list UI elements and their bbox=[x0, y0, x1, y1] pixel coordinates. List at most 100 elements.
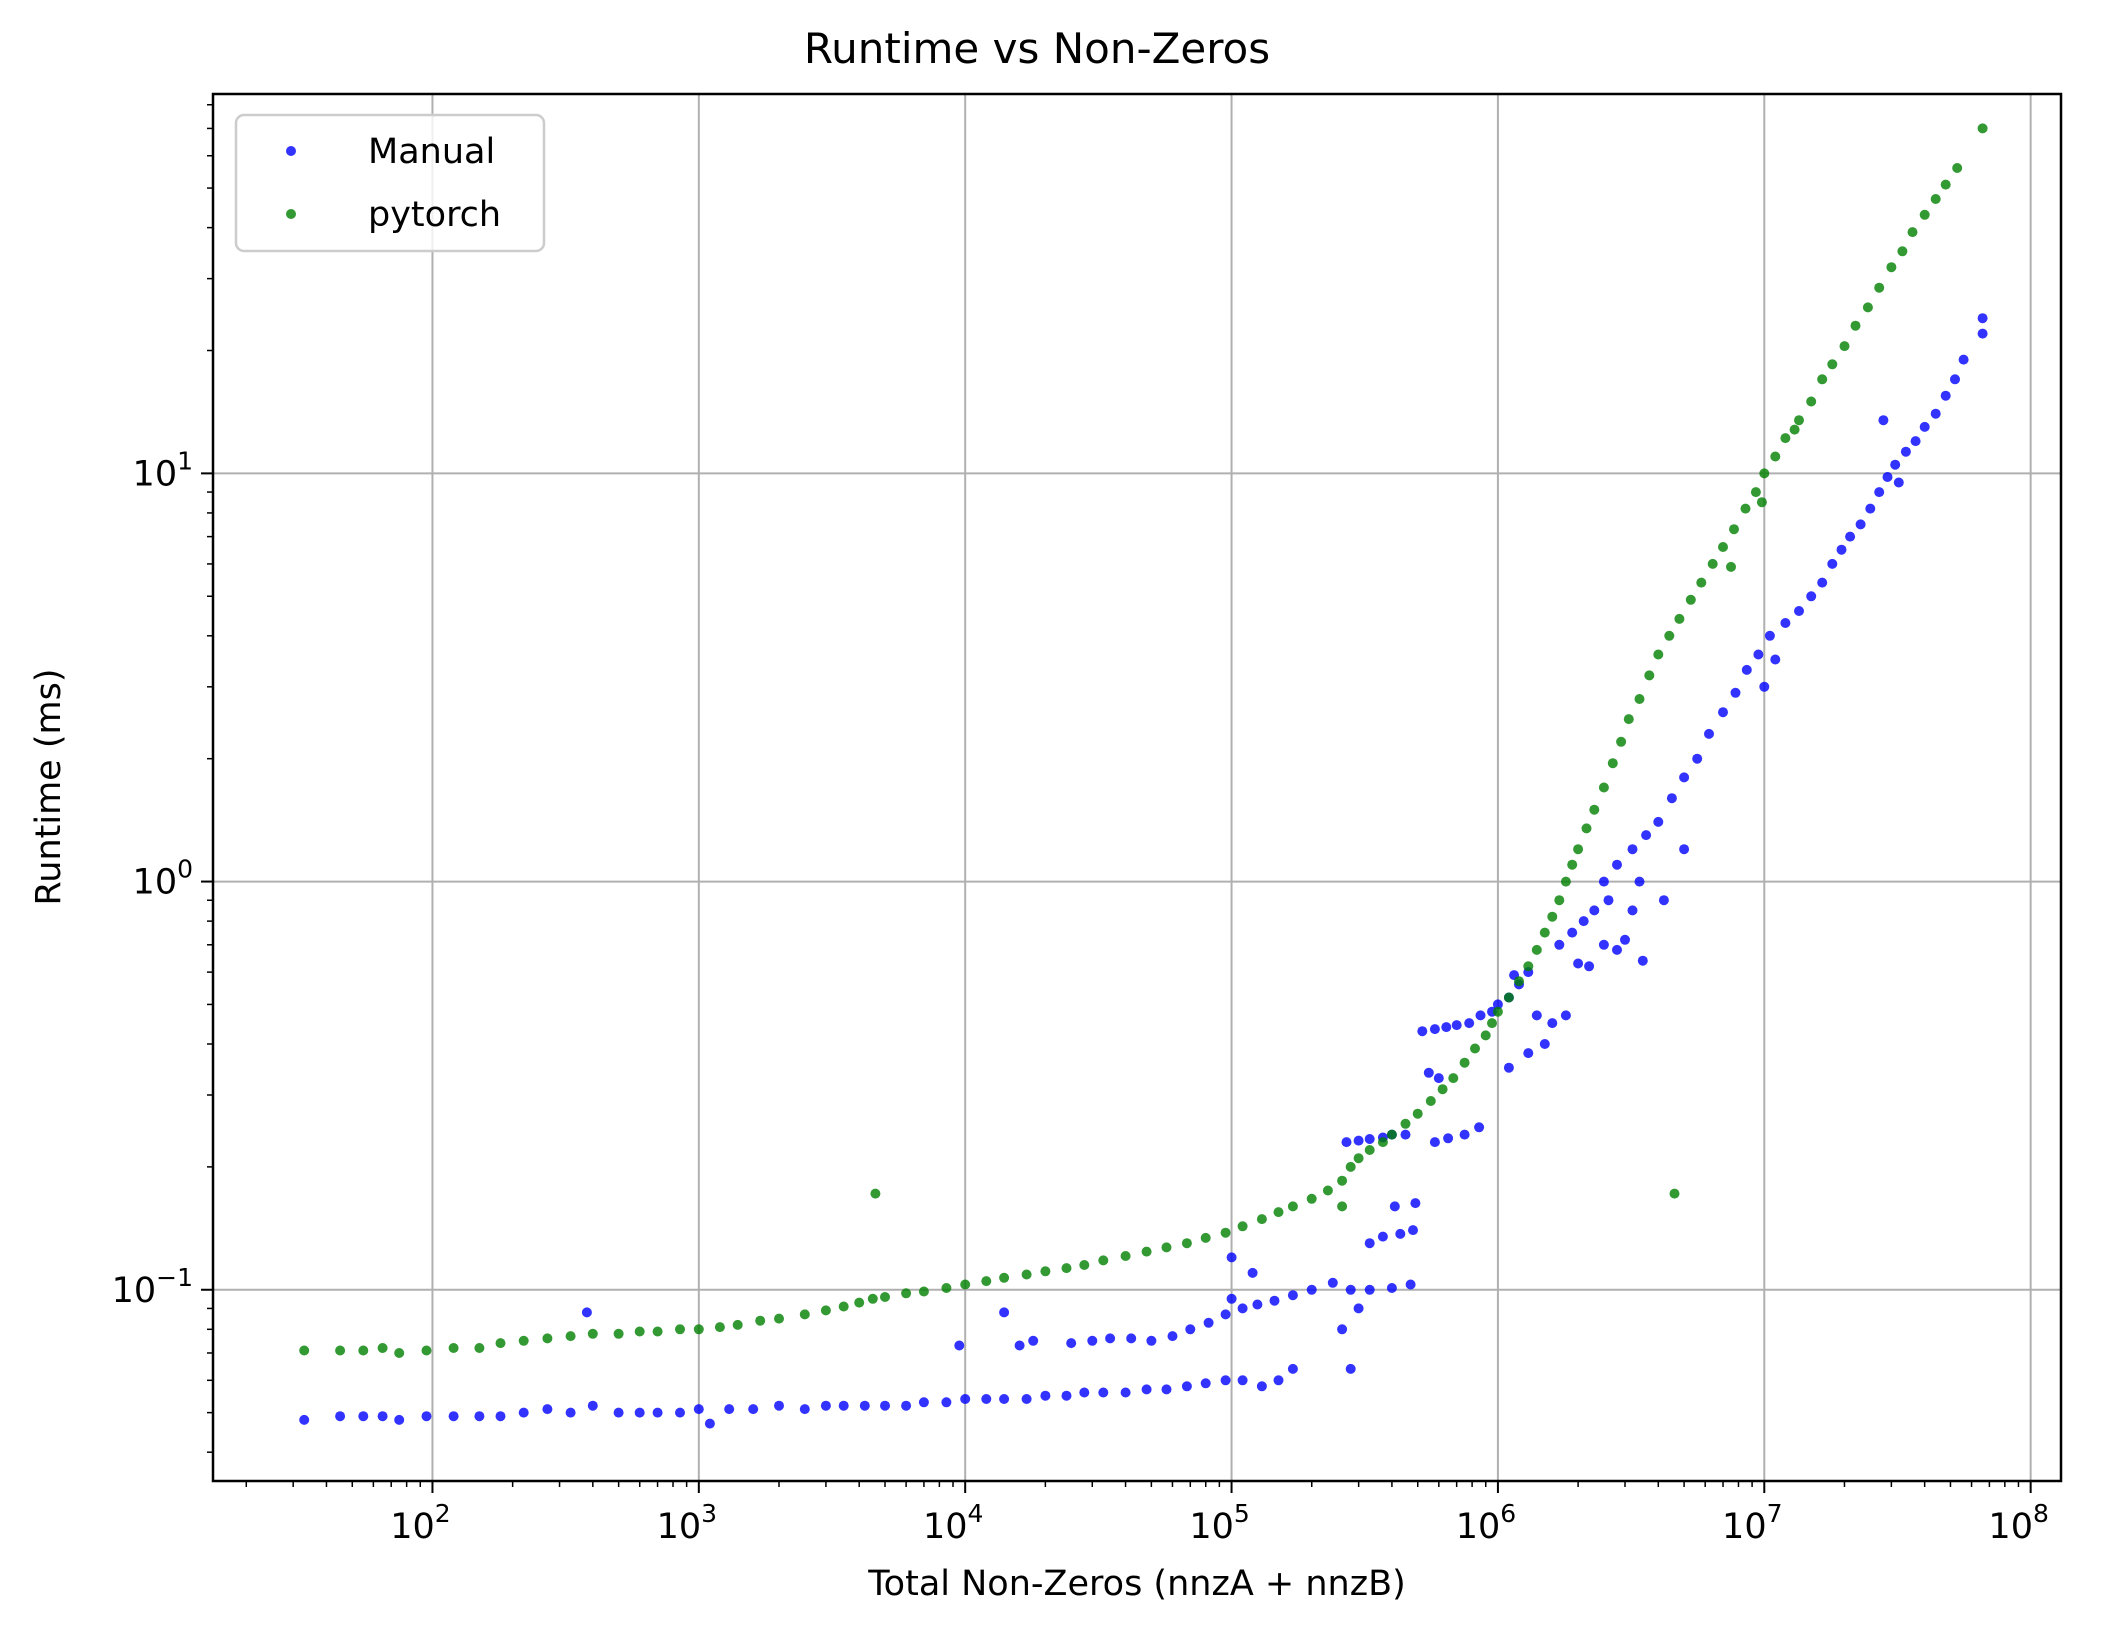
data-point-manual bbox=[1827, 558, 1838, 569]
data-point-manual bbox=[1679, 844, 1690, 855]
data-point-manual bbox=[1400, 1129, 1411, 1140]
data-point-manual bbox=[1120, 1387, 1131, 1398]
data-point-manual bbox=[1220, 1375, 1231, 1386]
data-point-manual bbox=[1679, 772, 1690, 783]
data-point-manual bbox=[1874, 487, 1885, 498]
data-point-pytorch bbox=[1337, 1201, 1348, 1212]
data-point-manual bbox=[1584, 961, 1595, 972]
data-point-manual bbox=[1405, 1279, 1416, 1290]
data-point-pytorch bbox=[799, 1309, 810, 1320]
x-tick-label: 104 bbox=[923, 1499, 983, 1547]
data-point-pytorch bbox=[358, 1345, 369, 1356]
data-point-pytorch bbox=[1237, 1221, 1248, 1232]
data-point-manual bbox=[954, 1340, 965, 1351]
data-point-manual bbox=[704, 1418, 715, 1429]
data-point-manual bbox=[1306, 1284, 1317, 1295]
data-point-manual bbox=[1817, 577, 1828, 588]
data-point-manual bbox=[1181, 1381, 1192, 1392]
data-point-pytorch bbox=[1839, 341, 1850, 352]
data-point-pytorch bbox=[675, 1324, 685, 1335]
data-point-pytorch bbox=[1886, 262, 1897, 273]
data-point-manual bbox=[1539, 1039, 1550, 1049]
data-point-pytorch bbox=[542, 1333, 553, 1344]
data-point-pytorch bbox=[1919, 209, 1930, 220]
axis-ticks bbox=[201, 103, 2032, 1493]
data-point-manual bbox=[1503, 1062, 1514, 1073]
data-point-pytorch bbox=[1480, 1030, 1491, 1041]
data-point-manual bbox=[1040, 1390, 1051, 1401]
data-point-manual bbox=[1627, 905, 1638, 916]
data-point-manual bbox=[1087, 1335, 1098, 1346]
data-point-manual bbox=[1910, 436, 1921, 447]
data-point-manual bbox=[358, 1411, 369, 1422]
data-point-manual bbox=[1417, 1026, 1428, 1037]
data-point-pytorch bbox=[1120, 1251, 1131, 1261]
data-point-pytorch bbox=[1862, 302, 1873, 313]
data-point-pytorch bbox=[1547, 911, 1558, 922]
grid bbox=[213, 94, 2061, 1481]
data-point-pytorch bbox=[820, 1305, 831, 1316]
data-point-pytorch bbox=[1977, 123, 1988, 134]
data-point-manual bbox=[1900, 446, 1911, 457]
data-point-pytorch bbox=[1718, 542, 1728, 552]
data-point-pytorch bbox=[1412, 1108, 1423, 1119]
data-point-pytorch bbox=[1817, 374, 1828, 385]
data-point-manual bbox=[1247, 1267, 1258, 1278]
data-point-manual bbox=[1337, 1324, 1348, 1335]
y-tick-label-exponent: 0 bbox=[177, 855, 193, 884]
data-point-pytorch bbox=[880, 1292, 890, 1302]
data-point-manual bbox=[1770, 654, 1781, 665]
data-point-pytorch bbox=[1850, 320, 1861, 331]
legend: Manual pytorch bbox=[234, 113, 546, 253]
data-point-manual bbox=[1269, 1295, 1280, 1306]
data-point-pytorch bbox=[714, 1322, 725, 1333]
data-point-pytorch bbox=[1492, 1006, 1503, 1017]
data-point-pytorch bbox=[565, 1331, 576, 1342]
data-point-pytorch bbox=[335, 1345, 346, 1356]
data-point-manual bbox=[1845, 531, 1856, 542]
data-point-manual bbox=[1353, 1303, 1364, 1314]
data-point-pytorch bbox=[1794, 415, 1804, 426]
data-point-manual bbox=[299, 1414, 310, 1425]
data-point-manual bbox=[1578, 916, 1589, 927]
data-point-manual bbox=[1653, 816, 1664, 827]
data-point-manual bbox=[1560, 1010, 1571, 1021]
data-point-manual bbox=[1256, 1381, 1267, 1392]
data-point-manual bbox=[1441, 1022, 1452, 1033]
data-point-manual bbox=[1567, 927, 1578, 938]
data-point-manual bbox=[1977, 328, 1988, 339]
data-point-manual bbox=[1718, 707, 1728, 718]
data-point-manual bbox=[880, 1400, 890, 1411]
data-point-pytorch bbox=[1487, 1018, 1497, 1029]
x-tick-label-exponent: 2 bbox=[435, 1499, 451, 1528]
data-point-pytorch bbox=[1750, 487, 1761, 498]
data-point-pytorch bbox=[1306, 1193, 1317, 1204]
data-point-manual bbox=[1410, 1198, 1421, 1209]
data-point-manual bbox=[1451, 1020, 1462, 1031]
data-point-pytorch bbox=[495, 1338, 506, 1349]
data-point-manual bbox=[448, 1411, 459, 1422]
data-point-manual bbox=[1021, 1394, 1032, 1404]
data-point-pytorch bbox=[1616, 736, 1627, 747]
data-point-manual bbox=[1389, 1201, 1400, 1212]
data-point-manual bbox=[859, 1400, 870, 1411]
y-tick-label-base: 10 bbox=[133, 863, 178, 903]
data-point-manual bbox=[1547, 1018, 1558, 1029]
x-tick-label-base: 10 bbox=[1189, 1507, 1234, 1547]
data-point-pytorch bbox=[1256, 1214, 1267, 1225]
chart-title: Runtime vs Non-Zeros bbox=[804, 24, 1270, 73]
y-tick-label: 101 bbox=[133, 446, 193, 494]
data-point-manual bbox=[377, 1411, 388, 1422]
data-point-pytorch bbox=[854, 1297, 865, 1308]
data-point-pytorch bbox=[1514, 976, 1524, 987]
data-point-manual bbox=[1612, 859, 1622, 870]
data-point-manual bbox=[1753, 649, 1764, 660]
data-point-manual bbox=[1603, 895, 1614, 906]
data-point-manual bbox=[1364, 1238, 1375, 1249]
data-points bbox=[299, 123, 1988, 1429]
data-point-manual bbox=[1836, 544, 1847, 555]
data-point-pytorch bbox=[1531, 944, 1542, 955]
data-point-pytorch bbox=[1161, 1242, 1172, 1253]
data-point-pytorch bbox=[1220, 1227, 1231, 1238]
data-point-pytorch bbox=[960, 1279, 971, 1290]
